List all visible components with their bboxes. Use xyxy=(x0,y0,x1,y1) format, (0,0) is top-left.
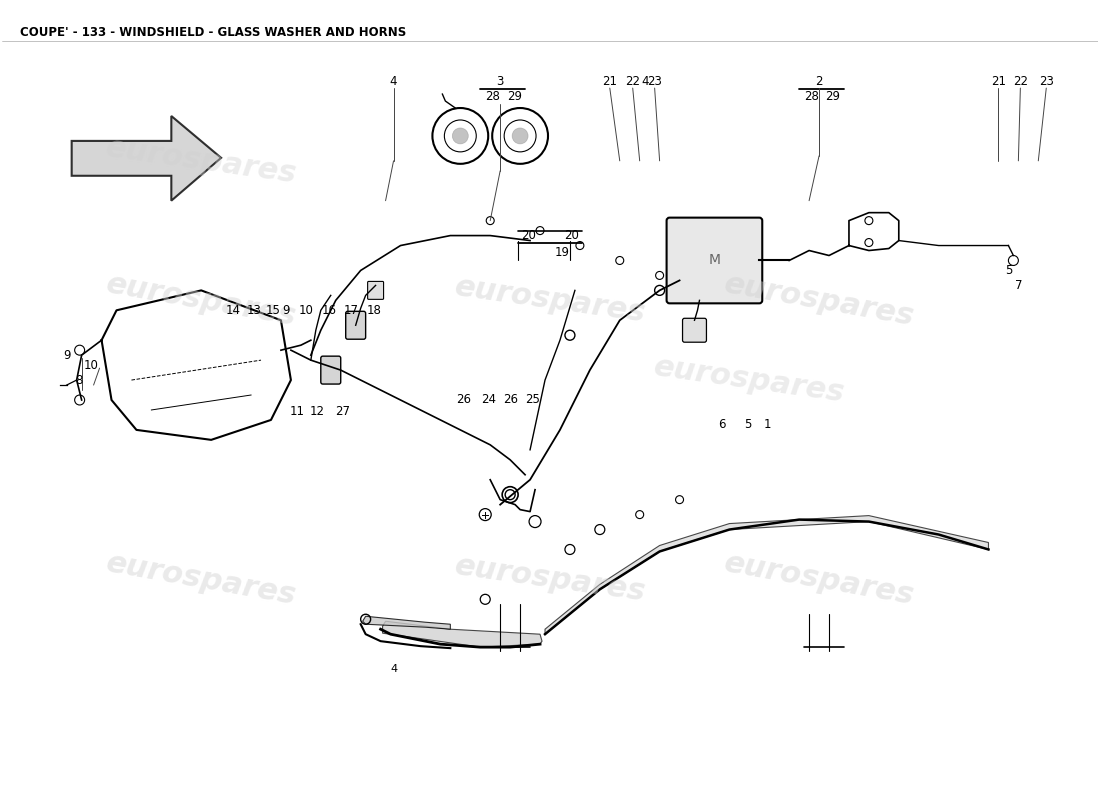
FancyBboxPatch shape xyxy=(345,311,365,339)
Text: 13: 13 xyxy=(246,304,262,317)
Text: eurospares: eurospares xyxy=(722,548,916,610)
Text: eurospares: eurospares xyxy=(452,273,648,328)
Text: 20: 20 xyxy=(520,229,536,242)
Text: 8: 8 xyxy=(75,374,82,386)
Text: 26: 26 xyxy=(503,394,518,406)
Text: 4: 4 xyxy=(390,664,397,674)
Text: 10: 10 xyxy=(85,358,99,372)
Text: eurospares: eurospares xyxy=(103,270,298,331)
FancyBboxPatch shape xyxy=(682,318,706,342)
Text: 23: 23 xyxy=(1038,74,1054,88)
Text: 4: 4 xyxy=(389,74,397,88)
Circle shape xyxy=(452,128,469,144)
Polygon shape xyxy=(72,116,221,201)
Polygon shape xyxy=(383,622,542,647)
Text: 7: 7 xyxy=(1014,279,1022,292)
FancyBboxPatch shape xyxy=(667,218,762,303)
Text: 10: 10 xyxy=(298,304,314,317)
Text: 22: 22 xyxy=(625,74,640,88)
Text: 14: 14 xyxy=(226,304,241,317)
Text: M: M xyxy=(708,254,720,267)
Text: 29: 29 xyxy=(825,90,840,102)
Text: 25: 25 xyxy=(526,394,540,406)
Text: 22: 22 xyxy=(1013,74,1027,88)
Circle shape xyxy=(513,128,528,144)
Text: eurospares: eurospares xyxy=(722,270,916,331)
Text: 2: 2 xyxy=(815,74,823,88)
Text: 5: 5 xyxy=(1004,264,1012,277)
Text: eurospares: eurospares xyxy=(103,548,298,610)
Text: 9: 9 xyxy=(63,349,70,362)
Text: 9: 9 xyxy=(283,304,289,317)
Text: 27: 27 xyxy=(336,406,350,418)
Text: 1: 1 xyxy=(763,418,771,431)
Polygon shape xyxy=(363,616,450,630)
Text: 28: 28 xyxy=(485,90,499,102)
Text: 21: 21 xyxy=(603,74,617,88)
FancyBboxPatch shape xyxy=(367,282,384,299)
Text: 5: 5 xyxy=(744,418,751,431)
Text: eurospares: eurospares xyxy=(652,352,847,408)
Text: 19: 19 xyxy=(554,246,570,259)
Text: 4: 4 xyxy=(641,74,648,88)
Text: eurospares: eurospares xyxy=(452,552,648,607)
Text: COUPE' - 133 - WINDSHIELD - GLASS WASHER AND HORNS: COUPE' - 133 - WINDSHIELD - GLASS WASHER… xyxy=(20,26,406,39)
Text: 26: 26 xyxy=(455,394,471,406)
Text: 20: 20 xyxy=(564,229,580,242)
Text: 16: 16 xyxy=(321,304,337,317)
Text: 15: 15 xyxy=(265,304,280,317)
Text: 23: 23 xyxy=(647,74,662,88)
Text: 17: 17 xyxy=(343,304,359,317)
Text: 18: 18 xyxy=(366,304,381,317)
Text: eurospares: eurospares xyxy=(103,133,299,189)
Text: 28: 28 xyxy=(804,90,818,102)
Polygon shape xyxy=(544,515,989,634)
Text: 24: 24 xyxy=(481,394,496,406)
Text: 6: 6 xyxy=(717,418,725,431)
Text: 21: 21 xyxy=(991,74,1005,88)
FancyBboxPatch shape xyxy=(321,356,341,384)
Text: 3: 3 xyxy=(496,74,504,88)
Text: 29: 29 xyxy=(507,90,521,102)
Text: 11: 11 xyxy=(289,406,305,418)
Text: 12: 12 xyxy=(309,406,324,418)
